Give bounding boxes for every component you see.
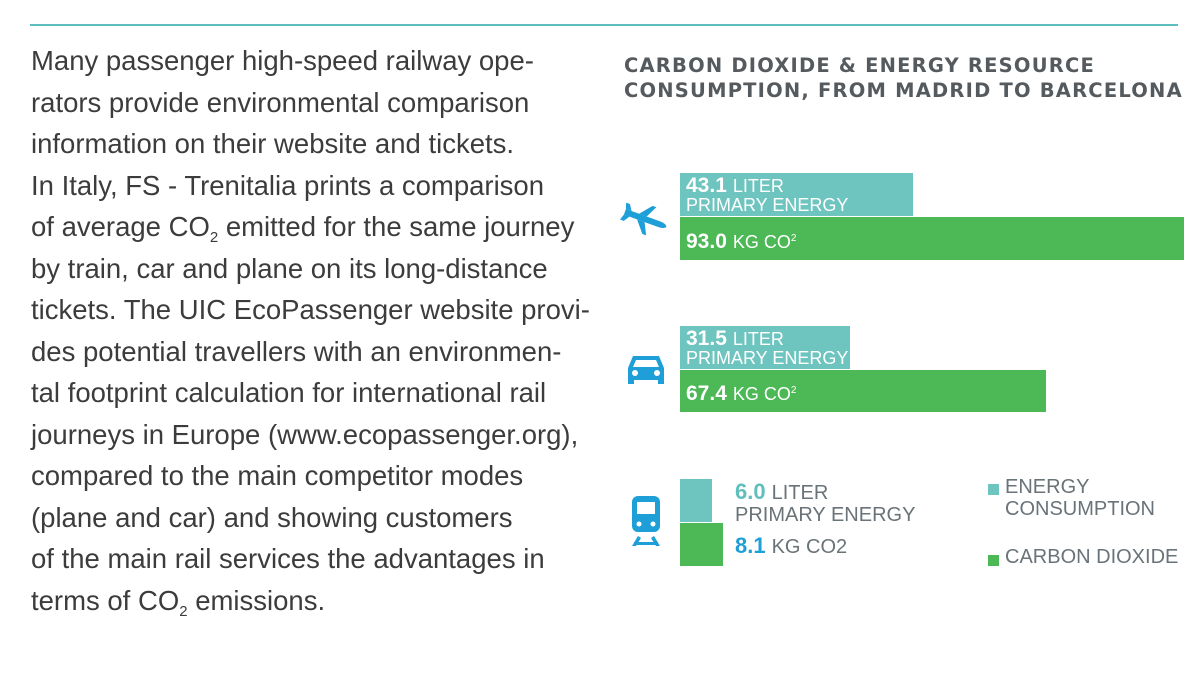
legend-text: CARBON DIOXIDE bbox=[1005, 546, 1179, 568]
chart-title-line: CONSUMPTION, FROM MADRID TO BARCELONA bbox=[624, 79, 1183, 102]
text-line: of average CO2 emitted for the same jour… bbox=[31, 206, 591, 248]
text-fragment: of average CO bbox=[31, 211, 210, 242]
legend-label-co2: CARBON DIOXIDE bbox=[1005, 546, 1178, 568]
bar-energy-car bbox=[680, 326, 850, 369]
text-line: Many passenger high-speed railway ope- bbox=[31, 45, 534, 76]
unit: KG CO2 bbox=[771, 536, 848, 558]
data-label-co2-car: 67.4 KG CO2 bbox=[686, 381, 796, 404]
value: 43.1 bbox=[686, 174, 727, 197]
value: 67.4 bbox=[686, 382, 727, 405]
text-fragment: emissions. bbox=[187, 584, 326, 616]
text-line: of the main rail services the advantages… bbox=[31, 543, 545, 574]
chart-title: CARBON DIOXIDE & ENERGY RESOURCE CONSUMP… bbox=[624, 53, 1194, 103]
value: 6.0 bbox=[735, 479, 766, 504]
unit: LITER bbox=[732, 176, 784, 196]
data-label-energy-plane: 43.1 LITER PRIMARY ENERGY bbox=[686, 174, 849, 215]
text-line: by train, car and plane on its long-dist… bbox=[31, 252, 548, 284]
superscript: 2 bbox=[790, 233, 797, 244]
airplane-icon bbox=[620, 202, 667, 236]
text-line: tal footprint calculation for internatio… bbox=[31, 377, 547, 408]
text-line: terms of CO2 emissions. bbox=[31, 580, 591, 622]
text-fragment: emitted for the same journey bbox=[218, 211, 575, 242]
chart-title-line: CARBON DIOXIDE & ENERGY RESOURCE bbox=[624, 54, 1095, 77]
bar-energy-plane bbox=[680, 173, 913, 216]
train-icon bbox=[632, 496, 660, 546]
text-line: tickets. The UIC EcoPassenger website pr… bbox=[31, 294, 590, 325]
unit: KG CO bbox=[732, 384, 791, 404]
body-paragraph: Many passenger high-speed railway ope- r… bbox=[31, 40, 591, 621]
bar-co2-plane bbox=[680, 217, 1184, 260]
bar-co2-car bbox=[680, 370, 1046, 412]
unit-line2: PRIMARY ENERGY bbox=[686, 195, 849, 215]
legend-label-energy: ENERGY CONSUMPTION bbox=[1005, 476, 1155, 520]
value: 8.1 bbox=[735, 533, 766, 558]
subscript: 2 bbox=[179, 602, 188, 620]
superscript: 2 bbox=[790, 385, 797, 396]
subscript: 2 bbox=[209, 229, 219, 246]
legend-swatch-energy bbox=[988, 484, 999, 495]
text-line: In Italy, FS - Trenitalia prints a compa… bbox=[31, 169, 545, 201]
legend-swatch-co2 bbox=[988, 555, 999, 566]
data-label-energy-train: 6.0 LITER PRIMARY ENERGY bbox=[735, 479, 916, 527]
value: 31.5 bbox=[686, 327, 727, 350]
data-label-co2-train: 8.1 KG CO2 bbox=[735, 533, 848, 559]
bar-energy-train bbox=[680, 479, 712, 522]
text-line: (plane and car) and showing customers bbox=[31, 501, 513, 533]
text-line: journeys in Europe (www.ecopassenger.org… bbox=[31, 418, 579, 450]
data-label-co2-plane: 93.0 KG CO2 bbox=[686, 229, 796, 252]
text-fragment: terms of CO bbox=[31, 584, 180, 616]
value: 93.0 bbox=[686, 230, 727, 253]
bar-co2-train bbox=[680, 523, 723, 566]
unit: LITER bbox=[771, 482, 829, 504]
car-icon bbox=[628, 356, 664, 384]
unit: KG CO bbox=[732, 232, 791, 252]
text-line: rators provide environmental comparison bbox=[31, 86, 530, 118]
text-line: compared to the main competitor modes bbox=[31, 460, 524, 491]
top-divider bbox=[30, 24, 1178, 26]
unit-line2: PRIMARY ENERGY bbox=[735, 504, 916, 526]
legend-text: ENERGY bbox=[1005, 476, 1090, 498]
text-line: des potential travellers with an environ… bbox=[31, 335, 562, 367]
legend-text: CONSUMPTION bbox=[1005, 498, 1155, 520]
unit-line2: PRIMARY ENERGY bbox=[686, 348, 849, 368]
data-label-energy-car: 31.5 LITER PRIMARY ENERGY bbox=[686, 327, 849, 368]
unit: LITER bbox=[732, 329, 784, 349]
text-line: information on their website and tickets… bbox=[31, 128, 515, 159]
